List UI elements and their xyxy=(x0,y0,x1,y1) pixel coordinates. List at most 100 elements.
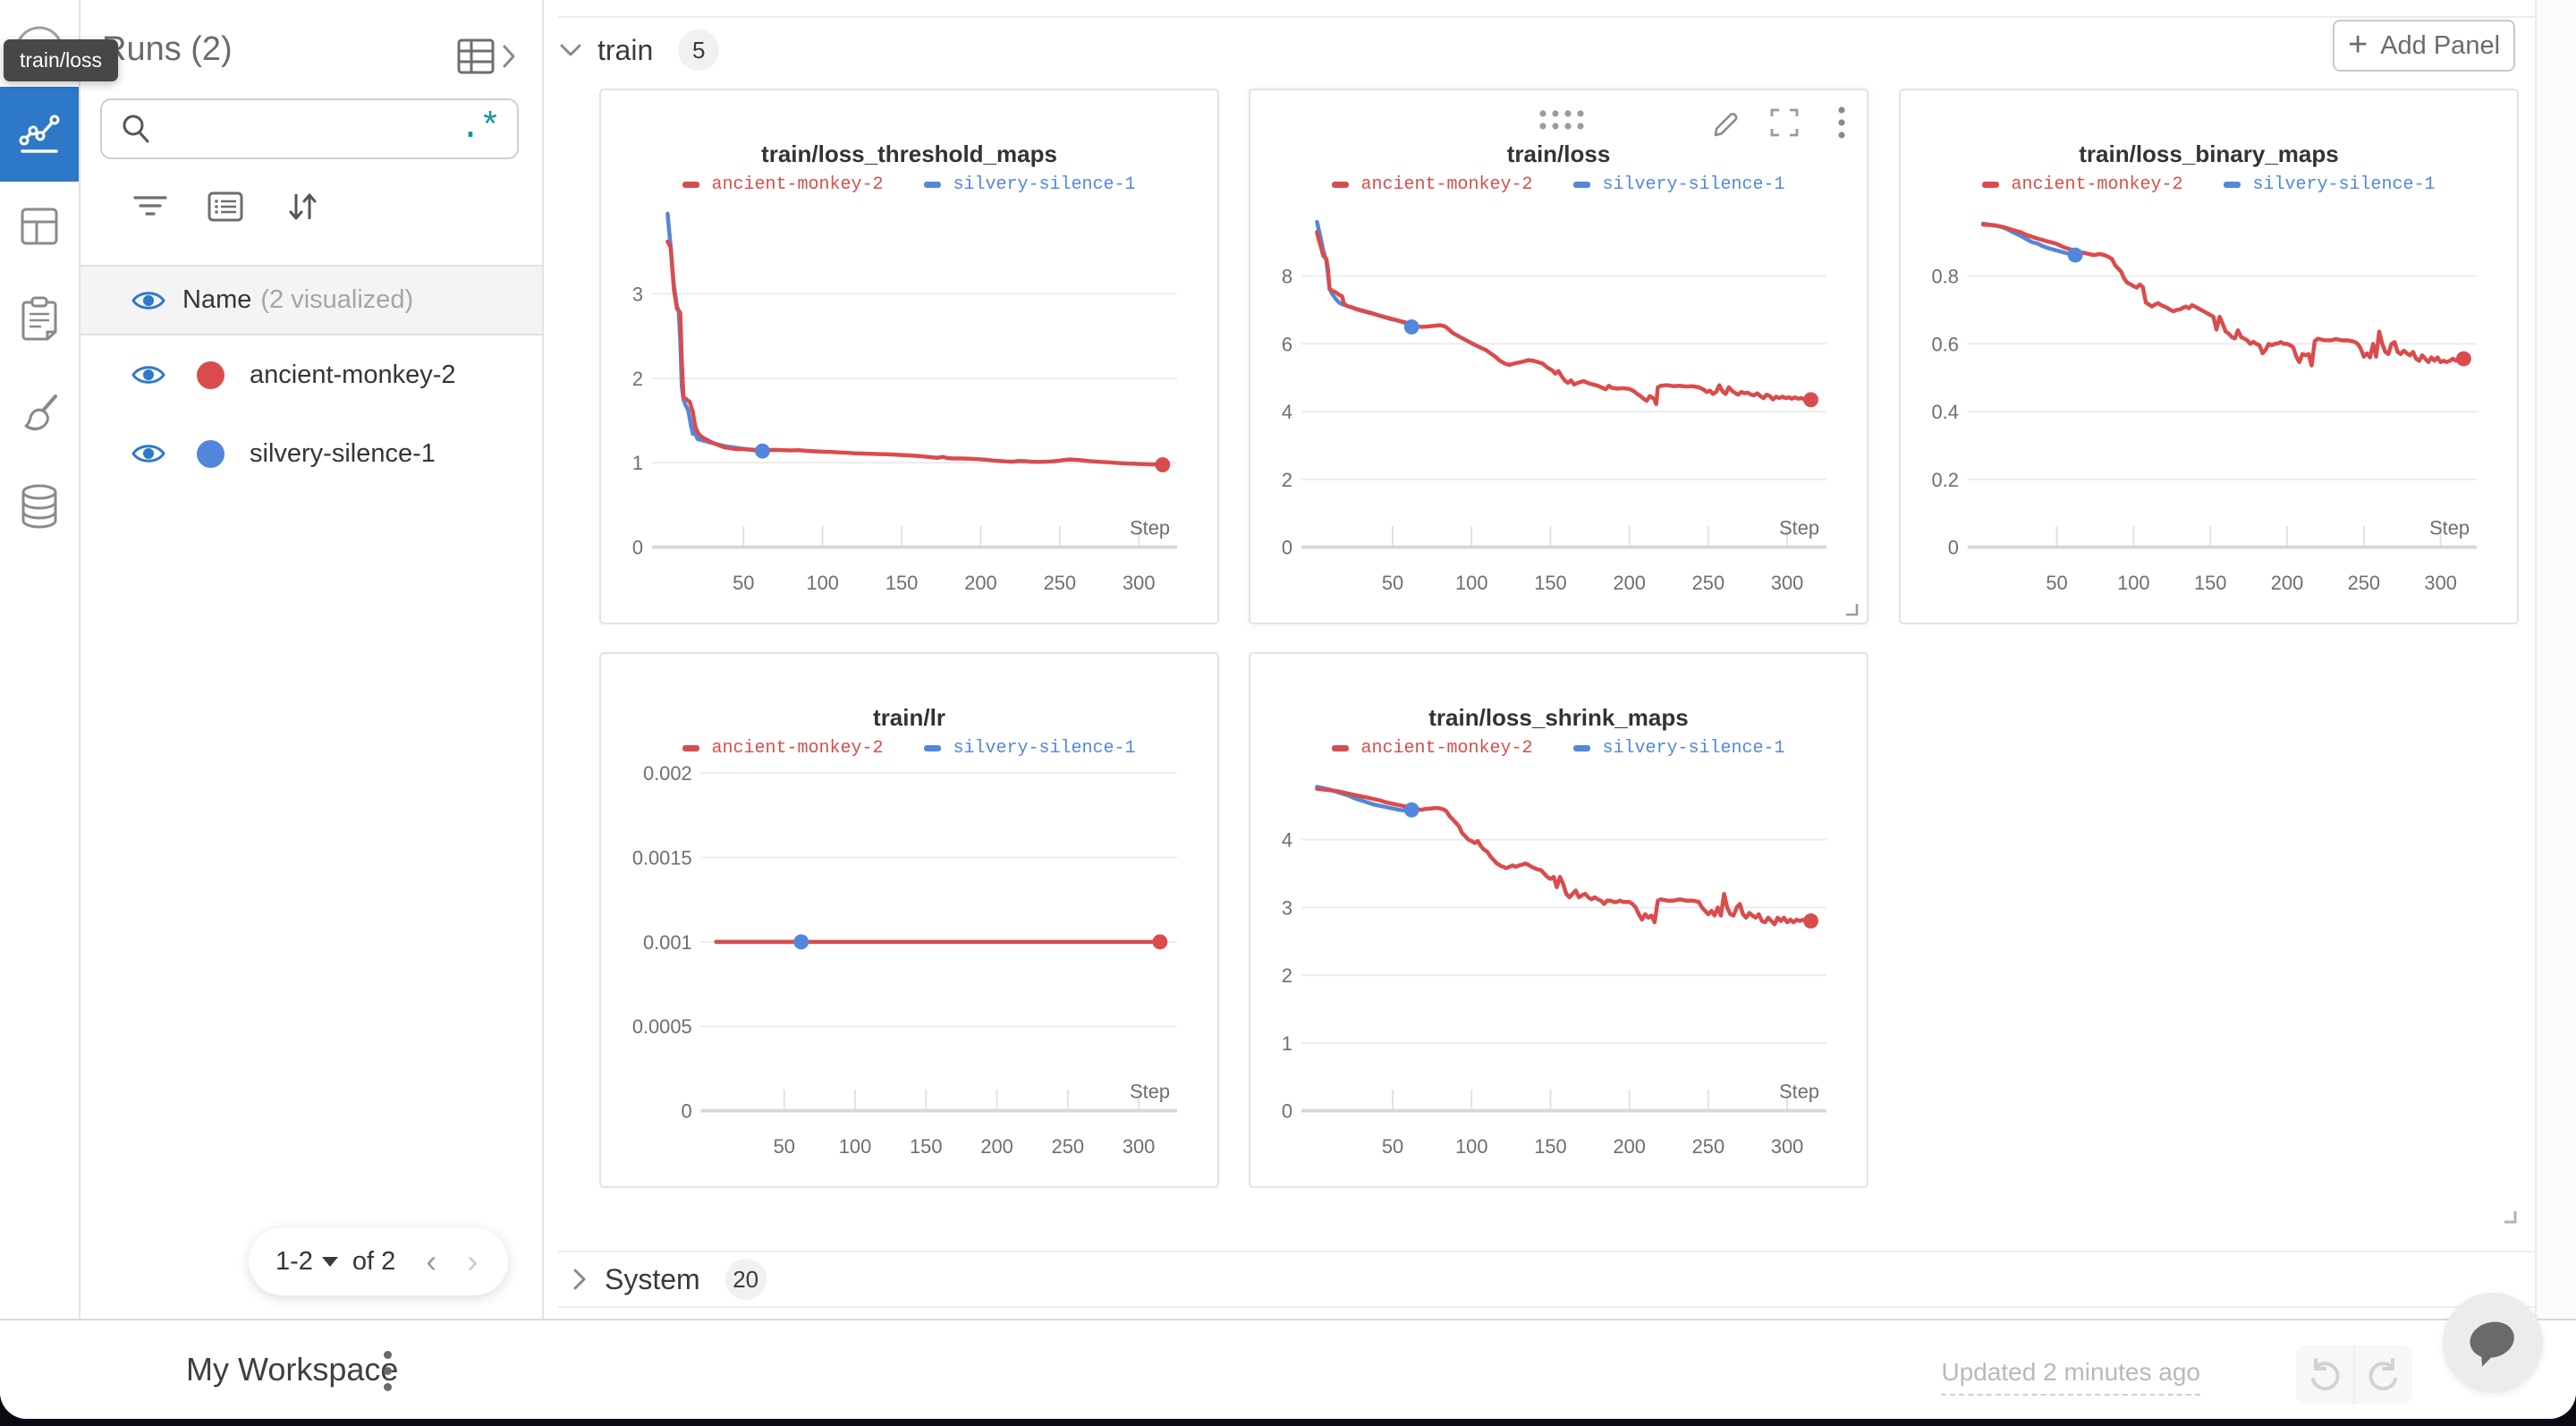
fullscreen-panel-button[interactable] xyxy=(1767,105,1802,140)
svg-text:250: 250 xyxy=(1692,572,1724,594)
legend-item: silvery-silence-1 xyxy=(924,174,1136,195)
legend-item: silvery-silence-1 xyxy=(1573,738,1785,759)
kebab-menu-icon xyxy=(1838,106,1845,139)
svg-text:300: 300 xyxy=(1771,1135,1803,1158)
section-resize-handle[interactable] xyxy=(2499,1206,2519,1226)
visibility-eye-icon[interactable] xyxy=(131,440,166,467)
run-name: silvery-silence-1 xyxy=(250,438,436,468)
svg-text:2: 2 xyxy=(1282,469,1292,491)
run-color-dot xyxy=(197,439,225,468)
workspace-menu-button[interactable] xyxy=(374,1344,401,1397)
legend-item: ancient-monkey-2 xyxy=(682,174,883,195)
panel-legend: ancient-monkey-2 silvery-silence-1 xyxy=(601,738,1217,759)
visibility-eye-icon[interactable] xyxy=(131,361,166,388)
columns-button[interactable] xyxy=(200,184,250,229)
panel-menu-button[interactable] xyxy=(1824,105,1860,140)
sidebar-item-sweeps[interactable] xyxy=(0,375,79,454)
svg-text:3: 3 xyxy=(1282,896,1292,919)
svg-text:50: 50 xyxy=(733,572,754,594)
train-section-top-border xyxy=(558,16,2535,18)
expand-runs-table-button[interactable] xyxy=(456,36,528,77)
svg-text:150: 150 xyxy=(1534,1135,1566,1158)
add-panel-button[interactable]: + Add Panel xyxy=(2333,20,2515,72)
sidebar-item-tables[interactable] xyxy=(0,187,79,266)
svg-text:Step: Step xyxy=(1130,1081,1170,1103)
svg-text:100: 100 xyxy=(806,572,838,594)
scrollbar-gutter[interactable] xyxy=(2535,0,2576,1319)
runs-list-header: Name (2 visualized) xyxy=(80,265,542,335)
hover-tooltip: train/loss xyxy=(4,39,119,81)
line-chart: 0 2 4 6 8 50 100 150 200 250 300 Step xyxy=(1282,219,1826,594)
panel-resize-handle[interactable] xyxy=(1842,599,1860,617)
svg-text:150: 150 xyxy=(1534,572,1566,594)
run-search: .* xyxy=(100,98,519,159)
legend-dash-icon xyxy=(2224,182,2241,188)
svg-text:0.001: 0.001 xyxy=(643,931,692,954)
svg-text:100: 100 xyxy=(839,1135,871,1158)
svg-text:50: 50 xyxy=(1382,572,1403,594)
legend-item: ancient-monkey-2 xyxy=(1332,738,1532,759)
visibility-eye-icon[interactable] xyxy=(131,287,166,314)
runs-pagination: 1-2 of 2 ‹ › xyxy=(249,1227,508,1295)
legend-item: silvery-silence-1 xyxy=(1573,174,1785,195)
drag-handle-icon[interactable] xyxy=(1537,108,1587,132)
train-section-header[interactable]: train 5 xyxy=(558,27,720,73)
panel-train-lr[interactable]: train/lr ancient-monkey-2 silvery-silenc… xyxy=(599,652,1219,1188)
panel-train-loss[interactable]: train/loss ancient-monkey-2 silvery-sile… xyxy=(1249,89,1868,624)
svg-text:Step: Step xyxy=(2429,517,2470,539)
svg-text:0.6: 0.6 xyxy=(1932,333,1959,355)
line-chart-icon xyxy=(19,115,60,153)
undo-button[interactable] xyxy=(2296,1345,2355,1405)
sidebar-item-artifacts[interactable] xyxy=(0,467,79,546)
svg-text:0: 0 xyxy=(681,1100,691,1123)
database-icon xyxy=(21,484,57,529)
filter-button[interactable] xyxy=(125,184,175,229)
updated-timestamp[interactable]: Updated 2 minutes ago xyxy=(1941,1358,2200,1396)
legend-item: silvery-silence-1 xyxy=(924,738,1136,759)
system-section-label: System xyxy=(605,1262,700,1295)
svg-text:200: 200 xyxy=(980,1135,1013,1158)
svg-text:6: 6 xyxy=(1282,333,1292,355)
search-input[interactable] xyxy=(165,114,447,144)
svg-text:150: 150 xyxy=(886,572,918,594)
legend-dash-icon xyxy=(1573,745,1591,751)
svg-text:0: 0 xyxy=(1948,537,1959,559)
line-chart: 0 1 2 3 50 100 150 200 250 300 Step xyxy=(632,211,1177,594)
panel-train-loss-binary-maps[interactable]: train/loss_binary_maps ancient-monkey-2 … xyxy=(1899,89,2519,624)
panel-train-loss-threshold-maps[interactable]: train/loss_threshold_maps ancient-monkey… xyxy=(599,89,1219,624)
legend-dash-icon xyxy=(1573,182,1591,188)
svg-text:200: 200 xyxy=(964,572,996,594)
run-row-silvery-silence-1[interactable]: silvery-silence-1 xyxy=(80,414,542,493)
panel-title: train/loss xyxy=(1506,140,1611,167)
svg-text:0.2: 0.2 xyxy=(1932,469,1959,491)
system-panel-count-badge: 20 xyxy=(724,1259,767,1300)
page-total-label: of 2 xyxy=(352,1246,396,1276)
svg-text:150: 150 xyxy=(910,1135,942,1158)
svg-text:100: 100 xyxy=(2117,572,2149,594)
edit-panel-button[interactable] xyxy=(1709,105,1745,140)
sort-button[interactable] xyxy=(277,184,327,229)
panel-title: train/lr xyxy=(873,704,945,731)
panels-workspace: train 5 + Add Panel train/loss_threshold… xyxy=(544,0,2576,1319)
caret-down-icon[interactable] xyxy=(321,1256,338,1267)
panel-title: train/loss_binary_maps xyxy=(2079,140,2339,167)
panel-train-loss-shrink-maps[interactable]: train/loss_shrink_maps ancient-monkey-2 … xyxy=(1249,652,1868,1188)
redo-button[interactable] xyxy=(2355,1345,2412,1405)
next-page-button[interactable]: › xyxy=(467,1243,479,1279)
page-range-dropdown[interactable]: 1-2 xyxy=(275,1246,313,1276)
panel-legend: ancient-monkey-2 silvery-silence-1 xyxy=(1250,174,1867,195)
chevron-down-icon xyxy=(560,44,581,56)
svg-text:300: 300 xyxy=(1123,572,1155,594)
chat-support-button[interactable] xyxy=(2443,1293,2543,1393)
prev-page-button[interactable]: ‹ xyxy=(426,1243,437,1279)
legend-item: ancient-monkey-2 xyxy=(682,738,883,759)
sidebar-item-reports[interactable] xyxy=(0,279,79,358)
sort-icon xyxy=(289,193,317,220)
system-section-header[interactable]: System 20 xyxy=(558,1251,2535,1308)
train-panel-count-badge: 5 xyxy=(678,30,720,71)
list-icon xyxy=(208,191,243,222)
run-row-ancient-monkey-2[interactable]: ancient-monkey-2 xyxy=(80,335,542,414)
sidebar-item-charts[interactable] xyxy=(0,87,79,182)
svg-text:200: 200 xyxy=(1613,1135,1645,1158)
